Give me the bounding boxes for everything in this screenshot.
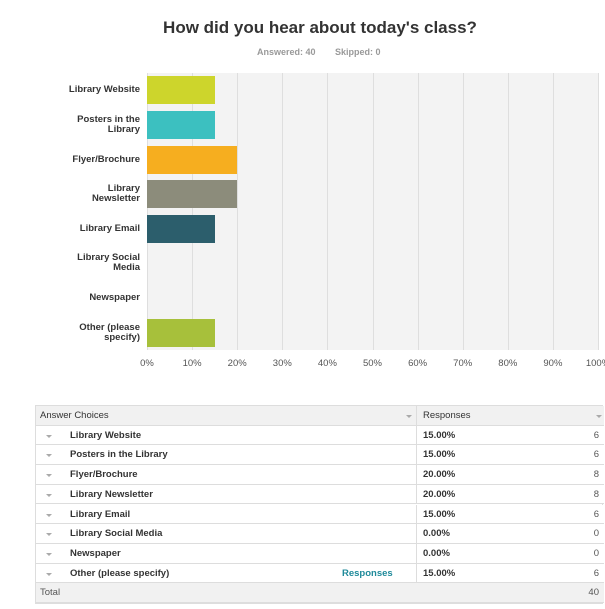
sort-icon — [596, 415, 602, 418]
answer-choice: Library Website — [70, 429, 142, 441]
x-tick-label: 10% — [182, 358, 202, 369]
count: 6 — [593, 449, 599, 461]
col-divider — [416, 543, 417, 564]
percent: 0.00% — [423, 528, 450, 540]
expand-icon — [46, 493, 52, 497]
x-tick-label: 80% — [498, 358, 518, 369]
bar — [147, 180, 238, 209]
x-tick-label: 60% — [408, 358, 428, 369]
percent: 20.00% — [423, 469, 456, 481]
answer-choice: Flyer/Brochure — [70, 469, 138, 481]
x-tick-label: 20% — [227, 358, 247, 369]
table-row: Answer Choices Responses — [36, 406, 604, 426]
bar — [147, 214, 215, 243]
expand-icon — [46, 513, 52, 517]
category-label: Library Email — [79, 222, 140, 234]
total-count: 40 — [588, 587, 599, 599]
col-divider — [416, 484, 417, 505]
col-divider — [416, 504, 417, 525]
percent: 0.00% — [423, 547, 450, 559]
grid-line — [147, 73, 148, 350]
grid-line — [417, 73, 419, 350]
grid-line — [237, 73, 239, 350]
col-divider — [416, 465, 417, 485]
table-row: Library Social Media 0.00% 0 — [36, 524, 604, 544]
grid-line — [372, 73, 374, 350]
expand-icon — [46, 572, 52, 576]
table-row: Library Newsletter 20.00% 8 — [36, 484, 604, 505]
category-label: Newspaper — [89, 292, 140, 304]
expand-icon — [46, 454, 52, 458]
grid-line — [192, 73, 194, 350]
count: 0 — [593, 547, 599, 559]
x-tick-label: 100% — [585, 358, 605, 369]
count: 0 — [593, 528, 599, 540]
responses-link[interactable]: Responses — [342, 567, 393, 579]
expand-icon — [46, 552, 52, 556]
bar — [147, 145, 238, 174]
x-tick-label: 40% — [317, 358, 337, 369]
chart-title: How did you hear about today's class? — [163, 18, 477, 37]
answer-choice: Other (please specify) — [70, 567, 170, 579]
table-row: Flyer/Brochure 20.00% 8 — [36, 465, 604, 485]
count: 6 — [593, 567, 599, 579]
answered: Answered: 40 — [257, 47, 316, 57]
x-tick-label: 30% — [272, 358, 292, 369]
category-label: Library Website — [68, 84, 140, 96]
bar — [147, 318, 215, 347]
grid-line — [282, 73, 284, 350]
sort-icon — [406, 415, 412, 418]
x-tick-label: 50% — [362, 358, 383, 369]
count: 6 — [593, 429, 599, 441]
category-label: Flyer/Brochure — [72, 153, 140, 165]
category-label: Other (please specify) — [79, 321, 140, 343]
col-divider — [416, 445, 417, 466]
category-label: Library Newsletter — [91, 183, 140, 205]
answer-choice: Posters in the Library — [70, 449, 168, 461]
answer-choice: Library Email — [70, 508, 131, 520]
expand-icon — [46, 533, 52, 537]
total-label: Total — [40, 587, 61, 599]
percent: 15.00% — [423, 567, 456, 579]
col-divider — [416, 425, 417, 446]
count: 8 — [593, 469, 599, 481]
x-tick-label: 70% — [453, 358, 473, 369]
expand-icon — [46, 434, 52, 438]
col-divider — [416, 563, 417, 584]
header-cell: Answer Choices — [40, 410, 109, 421]
table-row: Newspaper 0.00% 0 — [36, 543, 604, 564]
percent: 20.00% — [423, 488, 456, 500]
expand-icon — [46, 474, 52, 478]
grid-line — [552, 73, 554, 350]
percent: 15.00% — [423, 429, 456, 441]
bar — [147, 110, 215, 139]
bar — [147, 76, 215, 105]
table-row: Posters in the Library 15.00% 6 — [36, 445, 604, 466]
table: Answer Choices Responses Library Website 15… — [35, 405, 604, 604]
count: 6 — [593, 508, 599, 520]
skipped: Skipped: 0 — [335, 47, 381, 57]
x-tick-label: 0% — [140, 358, 154, 369]
answer-choice: Library Social Media — [70, 528, 163, 540]
percent: 15.00% — [423, 508, 456, 520]
header-cell: Responses — [423, 410, 471, 421]
grid-line — [507, 73, 509, 350]
grid-line — [327, 73, 329, 350]
col-divider — [416, 524, 417, 544]
table-row: Other (please specify) 15.00% 6 Responses — [36, 563, 604, 584]
answer-choice: Newspaper — [70, 547, 121, 559]
table-row: Library Website 15.00% 6 — [36, 425, 604, 446]
category-label: Library Social Media — [77, 252, 140, 274]
category-label: Posters in the Library — [77, 113, 140, 135]
x-tick-label: 90% — [543, 358, 563, 369]
grid-line — [598, 73, 599, 350]
count: 8 — [593, 488, 599, 500]
percent: 15.00% — [423, 449, 456, 461]
table-row: Total 40 — [36, 583, 604, 603]
grid-line — [462, 73, 464, 350]
col-divider — [416, 406, 417, 426]
answer-choice: Library Newsletter — [70, 488, 153, 500]
table-row: Library Email 15.00% 6 — [36, 504, 604, 525]
